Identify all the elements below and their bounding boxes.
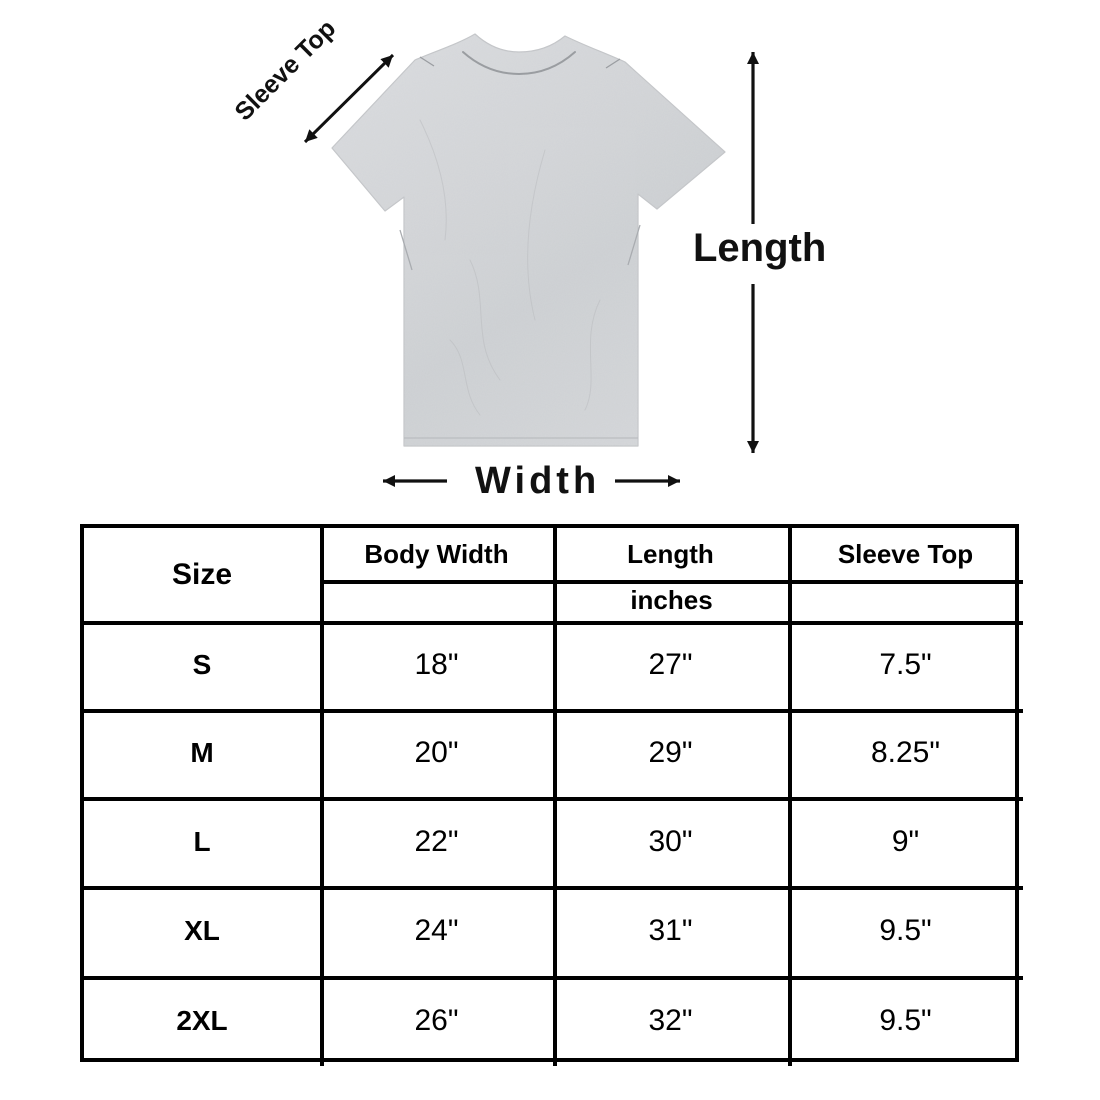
svg-text:Length: Length <box>693 226 826 270</box>
svg-text:Width: Width <box>475 460 600 502</box>
svg-text:Sleeve Top: Sleeve Top <box>229 14 341 126</box>
